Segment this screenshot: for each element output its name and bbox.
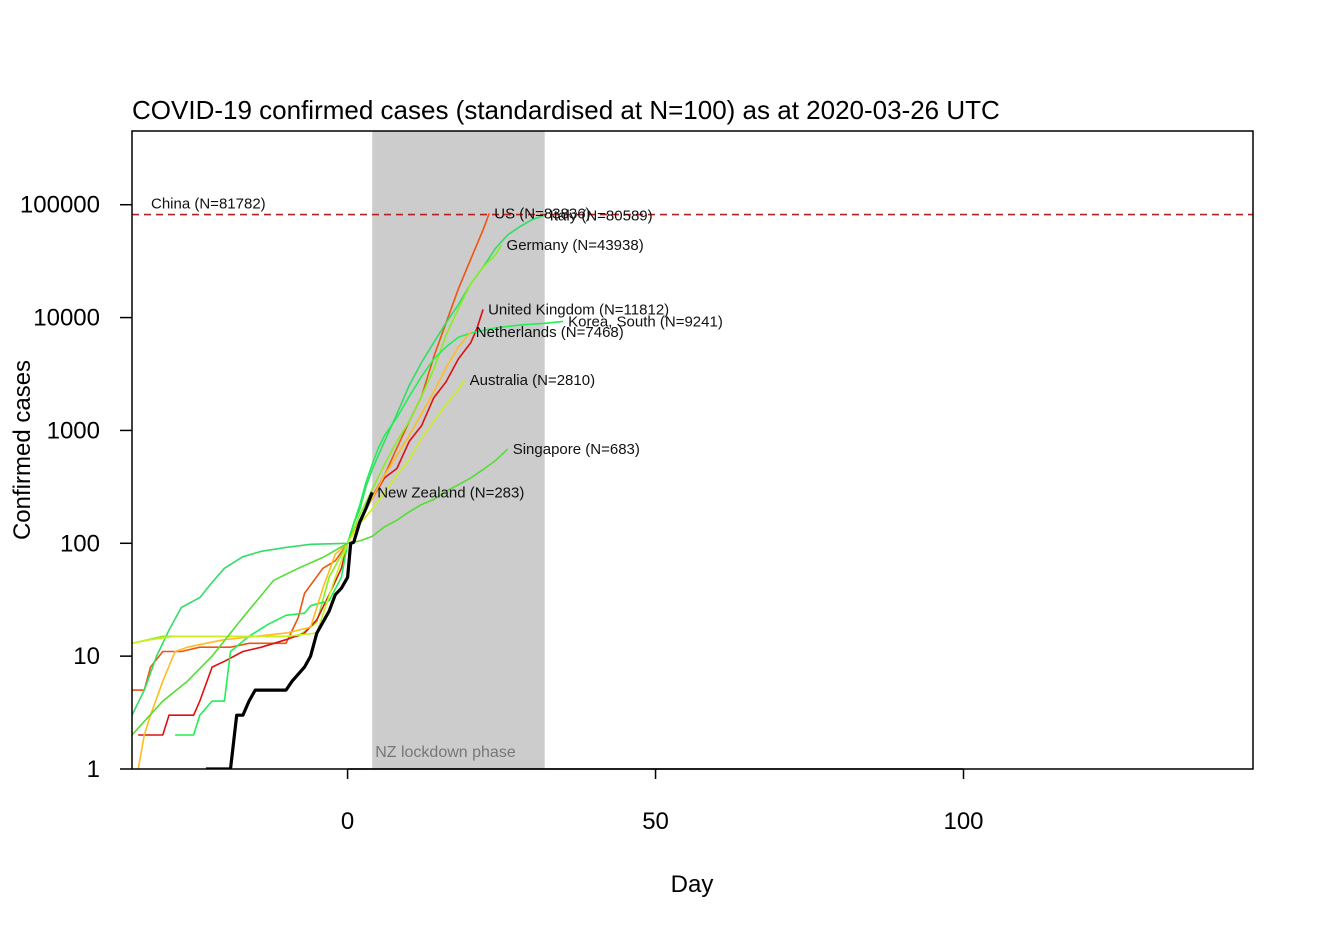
x-tick-label: 50 bbox=[642, 808, 669, 835]
lockdown-label: NZ lockdown phase bbox=[375, 744, 516, 761]
series-label-new-zealand: New Zealand (N=283) bbox=[377, 484, 524, 501]
y-tick-label: 100 bbox=[60, 530, 100, 557]
series-line-united-kingdom bbox=[138, 309, 484, 736]
x-tick-label: 0 bbox=[341, 808, 354, 835]
series-line-singapore bbox=[132, 448, 509, 736]
x-tick-label: 100 bbox=[943, 808, 983, 835]
series-line-new-zealand bbox=[205, 491, 374, 769]
y-tick-label: 10000 bbox=[33, 305, 100, 332]
series-line-korea-south bbox=[175, 320, 564, 736]
series-line-netherlands bbox=[137, 331, 472, 769]
series-label-germany: Germany (N=43938) bbox=[507, 237, 644, 254]
plot-area: NZ lockdown phase China (N=81782) US (N=83… bbox=[132, 131, 1253, 769]
series-line-us bbox=[132, 213, 490, 691]
y-tick-label: 10 bbox=[73, 643, 100, 670]
series-label-korea-south: Korea, South (N=9241) bbox=[568, 313, 723, 330]
y-tick-label: 1 bbox=[87, 756, 100, 783]
y-tick-label: 1000 bbox=[47, 417, 100, 444]
series-line-australia bbox=[132, 379, 466, 645]
china-reference-label: China (N=81782) bbox=[151, 196, 266, 213]
series-label-united-kingdom: United Kingdom (N=11812) bbox=[488, 301, 669, 318]
y-axis-label: Confirmed cases bbox=[9, 360, 36, 540]
series-label-us: US (N=83836) bbox=[494, 205, 590, 222]
y-tick-label: 100000 bbox=[20, 192, 100, 219]
series-label-singapore: Singapore (N=683) bbox=[513, 441, 640, 458]
series-label-australia: Australia (N=2810) bbox=[470, 372, 595, 389]
series-label-netherlands: Netherlands (N=7468) bbox=[476, 324, 624, 341]
series-label-italy: Italy (N=80589) bbox=[550, 207, 653, 224]
plot-inner bbox=[132, 131, 1253, 769]
x-axis-label: Day bbox=[671, 871, 714, 898]
axes: 0 50 100 1 10 100 1000 10000 100000 bbox=[20, 192, 984, 835]
chart-title: COVID-19 confirmed cases (standardised a… bbox=[132, 95, 1000, 125]
